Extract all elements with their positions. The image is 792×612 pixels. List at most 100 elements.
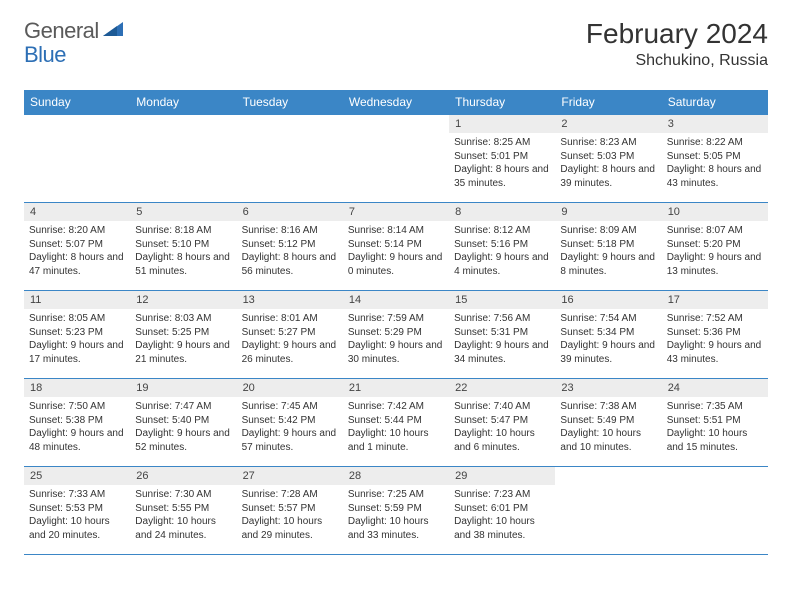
calendar-row: 25Sunrise: 7:33 AMSunset: 5:53 PMDayligh… xyxy=(24,467,768,555)
day-content: Sunrise: 8:03 AMSunset: 5:25 PMDaylight:… xyxy=(130,309,236,370)
day-number: 16 xyxy=(555,291,661,309)
weekday-thursday: Thursday xyxy=(449,90,555,115)
day-content: Sunrise: 7:35 AMSunset: 5:51 PMDaylight:… xyxy=(662,397,768,458)
title-block: February 2024 Shchukino, Russia xyxy=(586,18,768,70)
day-number: 6 xyxy=(237,203,343,221)
weekday-friday: Friday xyxy=(555,90,661,115)
calendar-cell: 1Sunrise: 8:25 AMSunset: 5:01 PMDaylight… xyxy=(449,115,555,203)
calendar-cell: 11Sunrise: 8:05 AMSunset: 5:23 PMDayligh… xyxy=(24,291,130,379)
calendar-cell: 3Sunrise: 8:22 AMSunset: 5:05 PMDaylight… xyxy=(662,115,768,203)
day-number: 9 xyxy=(555,203,661,221)
day-content: Sunrise: 8:22 AMSunset: 5:05 PMDaylight:… xyxy=(662,133,768,194)
weekday-header-row: Sunday Monday Tuesday Wednesday Thursday… xyxy=(24,90,768,115)
calendar-cell xyxy=(237,115,343,203)
calendar-cell: 21Sunrise: 7:42 AMSunset: 5:44 PMDayligh… xyxy=(343,379,449,467)
day-number: 18 xyxy=(24,379,130,397)
calendar-cell: 12Sunrise: 8:03 AMSunset: 5:25 PMDayligh… xyxy=(130,291,236,379)
calendar-cell: 15Sunrise: 7:56 AMSunset: 5:31 PMDayligh… xyxy=(449,291,555,379)
day-number: 2 xyxy=(555,115,661,133)
calendar-cell xyxy=(343,115,449,203)
day-content: Sunrise: 7:59 AMSunset: 5:29 PMDaylight:… xyxy=(343,309,449,370)
day-content: Sunrise: 8:18 AMSunset: 5:10 PMDaylight:… xyxy=(130,221,236,282)
day-content: Sunrise: 8:05 AMSunset: 5:23 PMDaylight:… xyxy=(24,309,130,370)
day-number: 5 xyxy=(130,203,236,221)
calendar-cell: 25Sunrise: 7:33 AMSunset: 5:53 PMDayligh… xyxy=(24,467,130,555)
day-number: 29 xyxy=(449,467,555,485)
day-content: Sunrise: 8:16 AMSunset: 5:12 PMDaylight:… xyxy=(237,221,343,282)
day-number: 8 xyxy=(449,203,555,221)
day-content: Sunrise: 7:45 AMSunset: 5:42 PMDaylight:… xyxy=(237,397,343,458)
day-content: Sunrise: 8:09 AMSunset: 5:18 PMDaylight:… xyxy=(555,221,661,282)
calendar-cell: 29Sunrise: 7:23 AMSunset: 6:01 PMDayligh… xyxy=(449,467,555,555)
calendar-cell: 5Sunrise: 8:18 AMSunset: 5:10 PMDaylight… xyxy=(130,203,236,291)
calendar-cell: 26Sunrise: 7:30 AMSunset: 5:55 PMDayligh… xyxy=(130,467,236,555)
calendar-cell: 16Sunrise: 7:54 AMSunset: 5:34 PMDayligh… xyxy=(555,291,661,379)
page-title: February 2024 xyxy=(586,18,768,50)
day-number: 10 xyxy=(662,203,768,221)
day-number: 26 xyxy=(130,467,236,485)
calendar-row: 11Sunrise: 8:05 AMSunset: 5:23 PMDayligh… xyxy=(24,291,768,379)
day-content: Sunrise: 7:52 AMSunset: 5:36 PMDaylight:… xyxy=(662,309,768,370)
day-content: Sunrise: 7:33 AMSunset: 5:53 PMDaylight:… xyxy=(24,485,130,546)
calendar-cell: 6Sunrise: 8:16 AMSunset: 5:12 PMDaylight… xyxy=(237,203,343,291)
day-number: 19 xyxy=(130,379,236,397)
weekday-sunday: Sunday xyxy=(24,90,130,115)
day-number: 3 xyxy=(662,115,768,133)
day-content: Sunrise: 7:25 AMSunset: 5:59 PMDaylight:… xyxy=(343,485,449,546)
day-content: Sunrise: 8:20 AMSunset: 5:07 PMDaylight:… xyxy=(24,221,130,282)
calendar-cell: 19Sunrise: 7:47 AMSunset: 5:40 PMDayligh… xyxy=(130,379,236,467)
day-number: 27 xyxy=(237,467,343,485)
calendar-cell: 8Sunrise: 8:12 AMSunset: 5:16 PMDaylight… xyxy=(449,203,555,291)
day-content: Sunrise: 8:25 AMSunset: 5:01 PMDaylight:… xyxy=(449,133,555,194)
calendar-cell: 23Sunrise: 7:38 AMSunset: 5:49 PMDayligh… xyxy=(555,379,661,467)
day-number: 25 xyxy=(24,467,130,485)
day-content: Sunrise: 7:23 AMSunset: 6:01 PMDaylight:… xyxy=(449,485,555,546)
day-content: Sunrise: 7:56 AMSunset: 5:31 PMDaylight:… xyxy=(449,309,555,370)
calendar-body: 1Sunrise: 8:25 AMSunset: 5:01 PMDaylight… xyxy=(24,115,768,555)
day-number: 23 xyxy=(555,379,661,397)
day-number: 4 xyxy=(24,203,130,221)
calendar-cell: 20Sunrise: 7:45 AMSunset: 5:42 PMDayligh… xyxy=(237,379,343,467)
day-content: Sunrise: 7:50 AMSunset: 5:38 PMDaylight:… xyxy=(24,397,130,458)
calendar-cell xyxy=(24,115,130,203)
calendar-table: Sunday Monday Tuesday Wednesday Thursday… xyxy=(24,90,768,555)
calendar-row: 18Sunrise: 7:50 AMSunset: 5:38 PMDayligh… xyxy=(24,379,768,467)
location: Shchukino, Russia xyxy=(586,52,768,70)
logo-text-general: General xyxy=(24,18,99,44)
day-number: 22 xyxy=(449,379,555,397)
day-content: Sunrise: 7:28 AMSunset: 5:57 PMDaylight:… xyxy=(237,485,343,546)
weekday-wednesday: Wednesday xyxy=(343,90,449,115)
day-number: 20 xyxy=(237,379,343,397)
calendar-cell: 9Sunrise: 8:09 AMSunset: 5:18 PMDaylight… xyxy=(555,203,661,291)
calendar-row: 1Sunrise: 8:25 AMSunset: 5:01 PMDaylight… xyxy=(24,115,768,203)
day-number: 11 xyxy=(24,291,130,309)
day-content: Sunrise: 7:47 AMSunset: 5:40 PMDaylight:… xyxy=(130,397,236,458)
calendar-cell: 28Sunrise: 7:25 AMSunset: 5:59 PMDayligh… xyxy=(343,467,449,555)
calendar-cell: 7Sunrise: 8:14 AMSunset: 5:14 PMDaylight… xyxy=(343,203,449,291)
calendar-row: 4Sunrise: 8:20 AMSunset: 5:07 PMDaylight… xyxy=(24,203,768,291)
weekday-saturday: Saturday xyxy=(662,90,768,115)
calendar-cell: 24Sunrise: 7:35 AMSunset: 5:51 PMDayligh… xyxy=(662,379,768,467)
calendar-cell: 27Sunrise: 7:28 AMSunset: 5:57 PMDayligh… xyxy=(237,467,343,555)
calendar-cell: 2Sunrise: 8:23 AMSunset: 5:03 PMDaylight… xyxy=(555,115,661,203)
day-number: 15 xyxy=(449,291,555,309)
logo-triangle-icon xyxy=(103,20,125,43)
calendar-cell xyxy=(555,467,661,555)
day-content: Sunrise: 7:54 AMSunset: 5:34 PMDaylight:… xyxy=(555,309,661,370)
calendar-cell xyxy=(130,115,236,203)
day-content: Sunrise: 7:30 AMSunset: 5:55 PMDaylight:… xyxy=(130,485,236,546)
weekday-tuesday: Tuesday xyxy=(237,90,343,115)
day-content: Sunrise: 8:07 AMSunset: 5:20 PMDaylight:… xyxy=(662,221,768,282)
day-number: 12 xyxy=(130,291,236,309)
day-content: Sunrise: 7:40 AMSunset: 5:47 PMDaylight:… xyxy=(449,397,555,458)
day-number: 28 xyxy=(343,467,449,485)
day-number: 14 xyxy=(343,291,449,309)
calendar-cell: 13Sunrise: 8:01 AMSunset: 5:27 PMDayligh… xyxy=(237,291,343,379)
day-number: 17 xyxy=(662,291,768,309)
day-number: 21 xyxy=(343,379,449,397)
calendar-cell: 22Sunrise: 7:40 AMSunset: 5:47 PMDayligh… xyxy=(449,379,555,467)
logo: General xyxy=(24,18,127,44)
day-number: 1 xyxy=(449,115,555,133)
calendar-cell: 10Sunrise: 8:07 AMSunset: 5:20 PMDayligh… xyxy=(662,203,768,291)
day-number: 24 xyxy=(662,379,768,397)
